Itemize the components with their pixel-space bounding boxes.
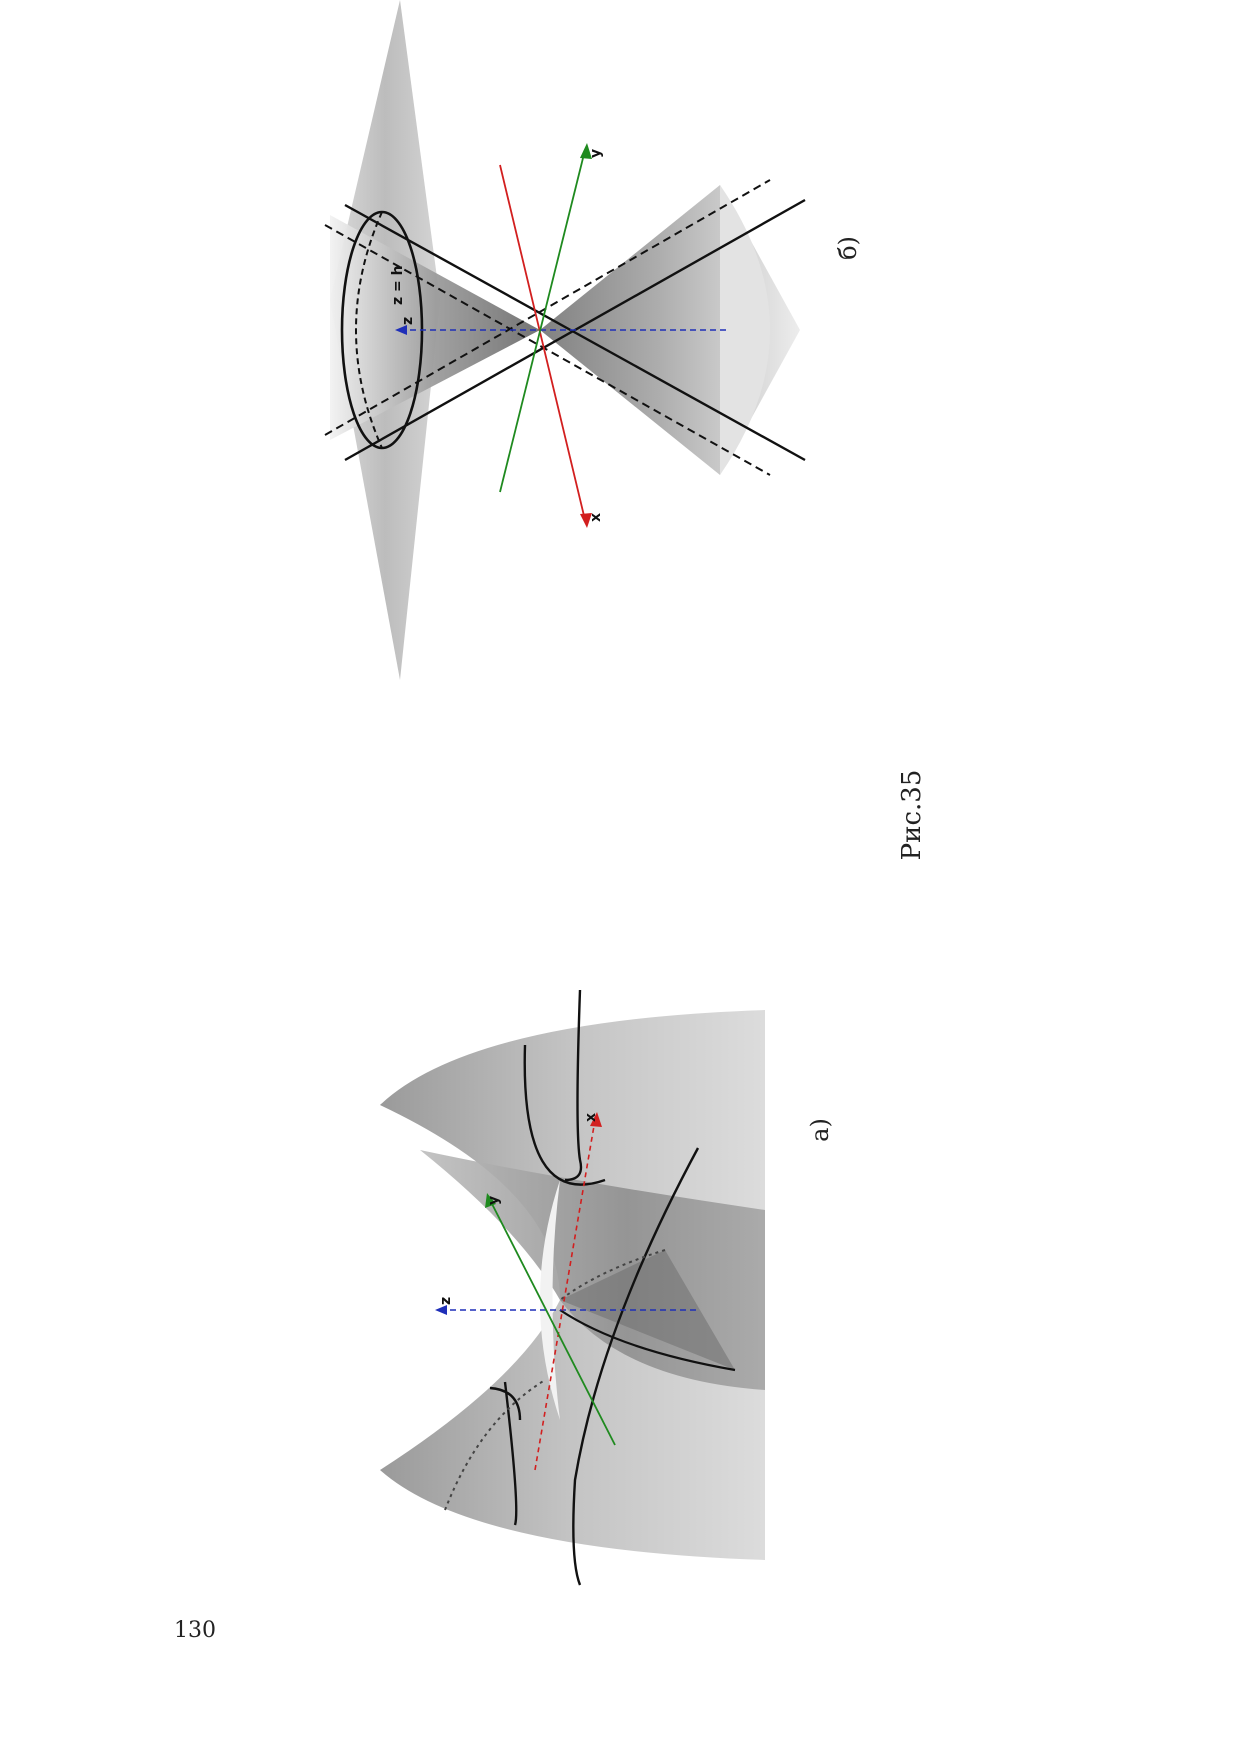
- y-axis-arrow: [485, 1193, 496, 1208]
- section-label: z = h: [390, 265, 406, 305]
- y-axis: [499, 149, 586, 493]
- z-axis-letter: z: [400, 317, 416, 325]
- y-axis-letter: y: [486, 1196, 502, 1205]
- z-axis-letter: z: [438, 1297, 454, 1305]
- cone-generator-dashed: [324, 224, 771, 476]
- x-axis: [499, 164, 586, 521]
- cone-generator-dashed: [324, 179, 771, 436]
- x-axis-arrow: [590, 1112, 602, 1127]
- y-axis-arrow: [580, 143, 592, 159]
- panel-a-label: a): [806, 1118, 834, 1142]
- panel-b-cone: z z = h x y: [324, 0, 806, 680]
- z-axis-arrow: [435, 1305, 447, 1315]
- saddle-curve: [564, 989, 583, 1182]
- panel-a-saddle: z x y: [380, 989, 765, 1586]
- y-axis: [489, 1199, 616, 1446]
- saddle-curve-hidden: [444, 1379, 546, 1511]
- saddle-shadow-wedge: [560, 1250, 735, 1370]
- x-axis-letter: x: [588, 513, 604, 522]
- x-axis-letter: x: [583, 1113, 599, 1122]
- cone-generator: [344, 203, 806, 462]
- saddle-curve: [523, 1044, 606, 1186]
- page-number: 130: [174, 1618, 216, 1643]
- saddle-lip: [540, 1180, 560, 1420]
- z-axis-arrow: [395, 325, 407, 335]
- cone-nappe-left: [330, 215, 540, 440]
- saddle-curve: [559, 1309, 736, 1372]
- section-ellipse-hidden: [355, 211, 383, 449]
- cone-base-cap: [720, 185, 770, 475]
- saddle-curve-hidden: [559, 1249, 666, 1301]
- panel-b-label: б): [834, 236, 862, 260]
- saddle-curve: [572, 1147, 700, 1586]
- saddle-curve: [489, 1386, 522, 1421]
- x-axis-arrow: [580, 513, 592, 528]
- figure-caption: Рис.35: [897, 769, 927, 861]
- y-axis-letter: y: [588, 149, 604, 158]
